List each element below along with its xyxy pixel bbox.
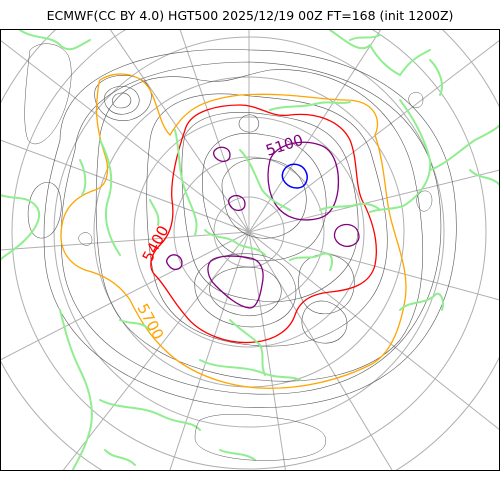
meridian [248,29,382,233]
height-contour [238,114,260,133]
coastline [319,202,381,211]
coastline [239,149,291,211]
coastline [219,449,256,461]
contour-5100 [207,255,264,309]
meridian [248,231,500,431]
coastline [79,159,87,196]
meridian [0,231,250,361]
coastline [429,59,443,96]
meridian [248,231,394,471]
height-contour [301,300,348,344]
coastline [19,29,91,51]
coastlines [0,29,500,471]
thin-contours [27,49,457,408]
contour-5100-group [166,141,360,309]
contour-5100 [267,141,340,221]
coastline [104,449,136,466]
island-outline [78,232,93,246]
coastline [99,139,121,256]
contour-5100 [228,194,246,211]
island-outline [416,190,433,212]
meridian [61,231,250,471]
island-outline [408,92,424,108]
coastline [59,309,93,471]
meridian [0,139,250,233]
coastline [369,99,432,213]
coastline [149,199,160,226]
height-contour [60,61,442,395]
coastline [99,399,201,431]
coastline [119,319,151,331]
coastline [269,101,351,111]
height-contour [209,266,282,317]
contour-5700 [60,73,407,389]
height-contour [43,49,457,408]
meridian [109,29,250,233]
coastline [399,292,444,311]
contour-5400 [150,104,377,344]
coastline [329,29,431,76]
height-contour [181,112,359,303]
coastline [0,194,41,261]
height-contour [27,182,62,239]
meridian [248,39,500,233]
coastline [289,252,333,271]
height-contour [95,69,424,382]
coastline [349,34,381,41]
height-contour [298,254,355,315]
meridian [169,231,250,471]
meridian [248,231,287,471]
height-contour [94,75,152,121]
contour-5100 [213,146,231,162]
contour-4800 [281,163,308,189]
height-contour [194,253,297,328]
coastline [204,229,266,256]
contour-5100 [166,254,183,270]
land-outlines [24,43,433,461]
meridian [0,39,250,233]
height-contour [104,86,140,115]
coastline [429,124,500,171]
height-contour [146,93,388,347]
chart-title: ECMWF(CC BY 4.0) HGT500 2025/12/19 00Z F… [46,8,454,23]
island-outline [194,413,326,461]
coastline [229,319,266,376]
height-contour [221,158,307,239]
coastline [174,129,198,236]
contour-5100 [333,223,360,248]
coastline [469,169,500,186]
coastline [199,359,301,381]
meridian [179,29,250,233]
island-outline [24,43,72,145]
meridian [0,231,250,251]
latitude-circle [11,29,487,470]
height-contour [202,132,327,261]
meridian [248,169,500,233]
height-contour [112,92,132,109]
